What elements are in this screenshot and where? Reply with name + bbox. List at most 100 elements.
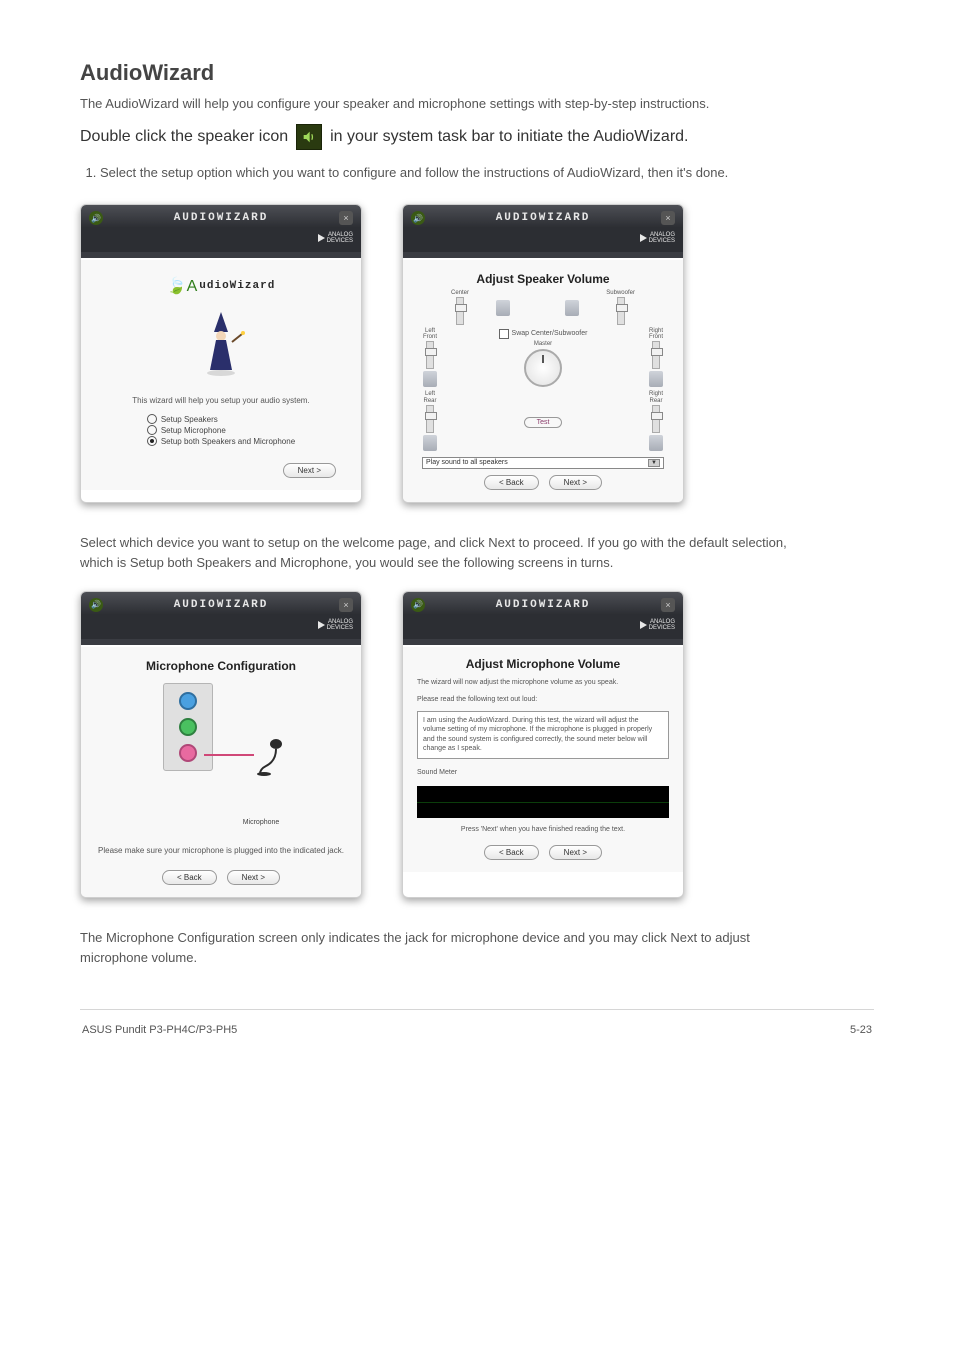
label-master: Master [451, 341, 635, 348]
speaker-tray-icon [296, 124, 322, 150]
leaf-icon: 🍃A [167, 276, 198, 296]
mic-label: Microphone [243, 819, 280, 826]
close-icon[interactable]: × [339, 598, 353, 612]
screenshot-row-1: 🔊 AUDIOWIZARD × ANALOGDEVICES 🍃A udioWiz… [80, 204, 874, 502]
titlebar-icon: 🔊 [411, 211, 425, 225]
option-microphone[interactable]: Setup Microphone [147, 425, 295, 435]
footer-page-number: 5-23 [850, 1024, 872, 1036]
brand-bar: ANALOGDEVICES [403, 227, 683, 252]
back-button[interactable]: < Back [162, 870, 217, 885]
taskbar-text-before: Double click the speaker icon [80, 128, 288, 146]
screenshot-row-2: 🔊 AUDIOWIZARD × ANALOGDEVICES Microphone… [80, 591, 874, 898]
label-lr: Left Rear [413, 391, 447, 404]
next-button[interactable]: Next > [549, 475, 602, 490]
footer-product: ASUS Pundit P3-PH4C/P3-PH5 [82, 1024, 237, 1036]
slider-lr[interactable] [426, 405, 434, 433]
speaker-center [496, 300, 510, 316]
back-button[interactable]: < Back [484, 475, 539, 490]
panel-titlebar: 🔊 AUDIOWIZARD × [81, 592, 361, 614]
brand-logo: ANALOGDEVICES [318, 232, 353, 244]
section-heading: AudioWizard [80, 60, 874, 86]
welcome-desc: This wizard will help you setup your aud… [132, 396, 309, 405]
option-both[interactable]: Setup both Speakers and Microphone [147, 436, 295, 446]
swap-checkbox[interactable]: Swap Center/Subwoofer [451, 329, 635, 339]
mic-vol-title: Adjust Microphone Volume [417, 657, 669, 671]
titlebar-title: AUDIOWIZARD [425, 212, 661, 224]
between-1: Select which device you want to setup on… [80, 533, 800, 573]
wizard-icon [196, 310, 246, 380]
intro-text: The AudioWizard will help you configure … [80, 94, 874, 114]
label-sub: Subwoofer [606, 290, 635, 297]
speaker-lr [423, 435, 437, 451]
panel-titlebar: 🔊 AUDIOWIZARD × [403, 592, 683, 614]
next-button[interactable]: Next > [283, 463, 336, 478]
panel-welcome: 🔊 AUDIOWIZARD × ANALOGDEVICES 🍃A udioWiz… [80, 204, 362, 502]
setup-options: Setup Speakers Setup Microphone Setup bo… [147, 413, 295, 447]
titlebar-title: AUDIOWIZARD [103, 212, 339, 224]
panel-titlebar: 🔊 AUDIOWIZARD × [403, 205, 683, 227]
brand-logo: ANALOGDEVICES [640, 619, 675, 631]
label-rf: Right Front [639, 328, 673, 341]
speaker-sub [565, 300, 579, 316]
sound-meter [417, 786, 669, 818]
titlebar-icon: 🔊 [411, 598, 425, 612]
play-sound-dropdown[interactable]: Play sound to all speakers ▼ [422, 457, 664, 469]
jack-line-in [179, 692, 197, 710]
speaker-rr [649, 435, 663, 451]
between-2: The Microphone Configuration screen only… [80, 928, 800, 968]
titlebar-title: AUDIOWIZARD [103, 599, 339, 611]
panel-titlebar: 🔊 AUDIOWIZARD × [81, 205, 361, 227]
test-button[interactable]: Test [524, 417, 563, 428]
label-rr: Right Rear [639, 391, 673, 404]
speaker-title: Adjust Speaker Volume [476, 272, 609, 286]
microphone-icon [256, 736, 286, 776]
option-speakers[interactable]: Setup Speakers [147, 414, 295, 424]
sound-meter-label: Sound Meter [417, 769, 457, 776]
step-list: Select the setup option which you want t… [80, 162, 874, 184]
slider-rr[interactable] [652, 405, 660, 433]
speaker-rf [649, 371, 663, 387]
panel-mic-config: 🔊 AUDIOWIZARD × ANALOGDEVICES Microphone… [80, 591, 362, 898]
titlebar-title: AUDIOWIZARD [425, 599, 661, 611]
titlebar-icon: 🔊 [89, 211, 103, 225]
brand-bar: ANALOGDEVICES [403, 614, 683, 639]
back-button[interactable]: < Back [484, 845, 539, 860]
chevron-down-icon: ▼ [648, 459, 660, 467]
brand-bar: ANALOGDEVICES [81, 614, 361, 639]
taskbar-text-after: in your system task bar to initiate the … [330, 128, 688, 146]
label-center: Center [451, 290, 469, 297]
read-aloud-box: I am using the AudioWizard. During this … [417, 711, 669, 759]
brand-logo: ANALOGDEVICES [318, 619, 353, 631]
slider-center[interactable] [456, 297, 464, 325]
speaker-grid: Center Subwoofer Left Front Swap Center/… [413, 290, 673, 452]
press-next-text: Press 'Next' when you have finished read… [417, 826, 669, 833]
mic-cable [204, 754, 254, 756]
slider-rf[interactable] [652, 341, 660, 369]
label-lf: Left Front [413, 328, 447, 341]
next-button[interactable]: Next > [549, 845, 602, 860]
jack-line-out [179, 718, 197, 736]
mic-vol-line2: Please read the following text out loud: [417, 696, 537, 703]
page-footer: ASUS Pundit P3-PH4C/P3-PH5 5-23 [80, 1020, 874, 1056]
panel-speaker-volume: 🔊 AUDIOWIZARD × ANALOGDEVICES Adjust Spe… [402, 204, 684, 502]
mic-vol-line1: The wizard will now adjust the microphon… [417, 679, 618, 686]
slider-sub[interactable] [617, 297, 625, 325]
panel-mic-volume: 🔊 AUDIOWIZARD × ANALOGDEVICES Adjust Mic… [402, 591, 684, 898]
master-dial[interactable] [524, 349, 562, 387]
brand-bar: ANALOGDEVICES [81, 227, 361, 252]
slider-lf[interactable] [426, 341, 434, 369]
step-1: Select the setup option which you want t… [100, 162, 874, 184]
welcome-subtitle: 🍃A udioWizard [167, 276, 276, 296]
jack-mic [179, 744, 197, 762]
next-button[interactable]: Next > [227, 870, 280, 885]
close-icon[interactable]: × [661, 211, 675, 225]
titlebar-icon: 🔊 [89, 598, 103, 612]
jack-illustration: Microphone [163, 683, 280, 826]
brand-logo: ANALOGDEVICES [640, 232, 675, 244]
close-icon[interactable]: × [339, 211, 353, 225]
mic-desc: Please make sure your microphone is plug… [98, 846, 344, 856]
close-icon[interactable]: × [661, 598, 675, 612]
taskbar-instruction: Double click the speaker icon in your sy… [80, 124, 874, 150]
speaker-lf [423, 371, 437, 387]
mic-config-title: Microphone Configuration [146, 659, 296, 673]
